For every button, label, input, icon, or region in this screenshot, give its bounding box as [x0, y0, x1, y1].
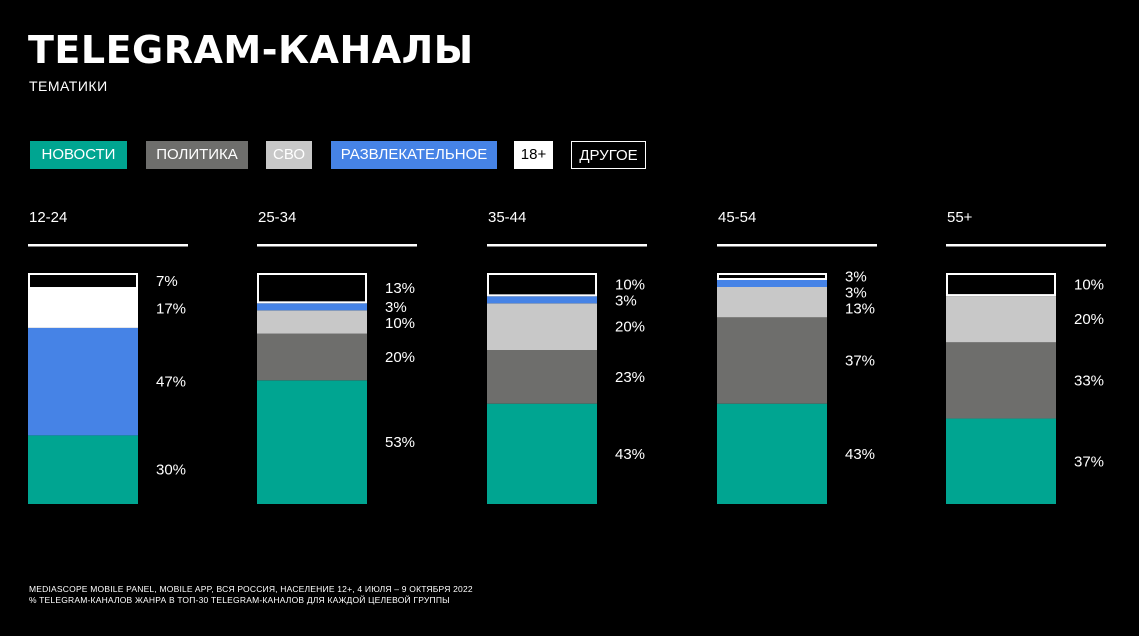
bar-segment: [946, 296, 1056, 343]
data-label: 43%: [845, 446, 875, 463]
bar-segment: [487, 273, 597, 297]
legend-item-6: ДРУГОЕ: [571, 141, 646, 169]
data-label: 20%: [615, 319, 645, 336]
category-label: 12-24: [29, 209, 67, 226]
bar-segment: [717, 403, 827, 504]
footer-source-line: MEDIASCOPE MOBILE PANEL, MOBILE APP, ВСЯ…: [29, 584, 473, 594]
data-label: 33%: [1074, 372, 1104, 389]
bar-segment: [487, 296, 597, 304]
data-label: 37%: [1074, 453, 1104, 470]
bar-segment: [257, 333, 367, 381]
data-label: 13%: [845, 301, 875, 318]
data-label: 13%: [385, 280, 415, 297]
bar-segment: [257, 273, 367, 304]
bar-segment: [28, 289, 138, 328]
data-label: 3%: [385, 299, 407, 316]
bar-segment: [28, 327, 138, 436]
bar-segment: [487, 303, 597, 350]
legend-item-2: ПОЛИТИКА: [146, 141, 248, 169]
data-label: 20%: [385, 349, 415, 366]
bar-segment: [257, 380, 367, 504]
bar-segment: [487, 350, 597, 404]
data-label: 37%: [845, 353, 875, 370]
data-label: 3%: [615, 293, 637, 310]
bar-segment: [28, 435, 138, 504]
data-label: 17%: [156, 300, 186, 317]
bar-segment: [946, 342, 1056, 419]
bar-segment: [946, 273, 1056, 297]
footer-metric-line: % TELEGRAM-КАНАЛОВ ЖАНРА В ТОП-30 TELEGR…: [29, 595, 450, 605]
data-label: 47%: [156, 374, 186, 391]
legend-item-5: 18+: [514, 141, 553, 169]
data-label: 7%: [156, 273, 178, 290]
bar-segment: [257, 303, 367, 311]
data-label: 3%: [845, 269, 867, 286]
bar-segment: [717, 280, 827, 287]
page-subtitle: ТЕМАТИКИ: [29, 78, 108, 94]
category-underline: [257, 244, 417, 247]
data-label: 10%: [615, 277, 645, 294]
category-underline: [946, 244, 1106, 247]
category-underline: [28, 244, 188, 247]
data-label: 10%: [1074, 277, 1104, 294]
bar-segment: [257, 310, 367, 334]
legend-item-1: НОВОСТИ: [30, 141, 127, 169]
bar-segment: [717, 317, 827, 404]
stacked-bar-chart: 12-247%17%47%30%25-3413%3%10%20%53%35-44…: [28, 209, 1106, 504]
data-label: 20%: [1074, 311, 1104, 328]
bar-segment: [487, 403, 597, 504]
bar-segment: [717, 273, 827, 280]
bar-segment: [946, 418, 1056, 504]
data-label: 3%: [845, 285, 867, 302]
category-underline: [487, 244, 647, 247]
category-label: 55+: [947, 209, 973, 226]
data-label: 10%: [385, 315, 415, 332]
category-label: 25-34: [258, 209, 296, 226]
legend-item-3: СВО: [266, 141, 312, 169]
data-label: 43%: [615, 446, 645, 463]
category-label: 35-44: [488, 209, 526, 226]
data-label: 23%: [615, 369, 645, 386]
bar-segment: [28, 273, 138, 290]
category-label: 45-54: [718, 209, 756, 226]
data-label: 30%: [156, 462, 186, 479]
bar-segment: [717, 287, 827, 318]
data-label: 53%: [385, 434, 415, 451]
footer-source: MEDIASCOPE MOBILE PANEL, MOBILE APP, ВСЯ…: [29, 584, 473, 606]
category-underline: [717, 244, 877, 247]
legend-item-4: РАЗВЛЕКАТЕЛЬНОЕ: [331, 141, 497, 169]
page-title: TELEGRAM-КАНАЛЫ: [28, 28, 474, 72]
